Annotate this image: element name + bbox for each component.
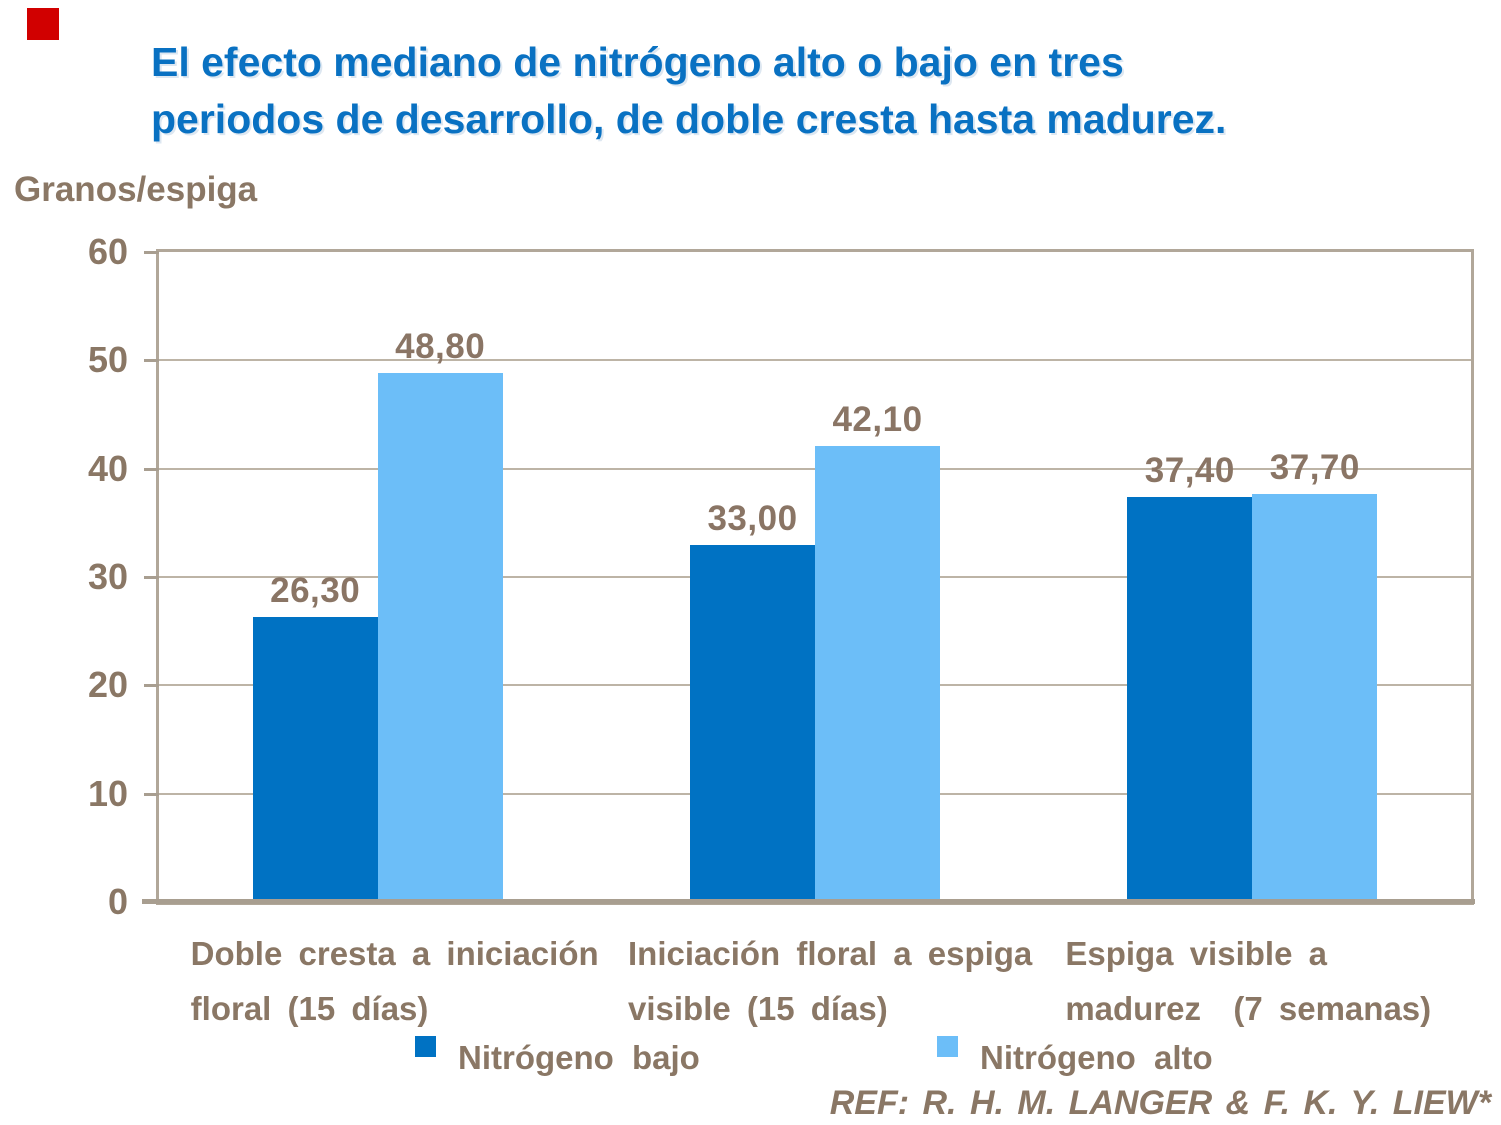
legend: Nitrógeno bajo Nitrógeno alto [0,1036,1501,1084]
legend-swatch-nitrogeno-bajo [415,1036,436,1057]
bar-nitrógeno-alto [1252,493,1378,902]
bar-nitrógeno-bajo [690,544,815,902]
legend-label: Nitrógeno alto [980,1039,1213,1076]
y-tick-mark [144,792,159,796]
y-tick-label: 30 [87,556,128,597]
category-label: Doble cresta a iniciación floral (15 día… [190,935,599,1027]
y-tick-label: 50 [87,339,128,381]
bar-value-label: 37,70 [1269,447,1360,487]
bar-value-label: 26,30 [270,571,361,611]
bar-nitrógeno-alto [815,445,940,902]
legend-item-nitrogeno-bajo: Nitrógeno bajo [415,1036,700,1080]
y-tick-label: 20 [87,664,128,706]
y-tick-mark [144,251,159,254]
chart-title: El efecto mediano de nitrógeno alto o ba… [151,34,1226,148]
y-axis-title: Granos/espiga [14,170,258,209]
y-tick-label: 0 [107,881,128,922]
bar-nitrógeno-alto [377,373,503,902]
category-label: Iniciación floral a espiga visible (15 d… [628,935,1033,1027]
y-tick-mark [144,359,159,363]
gridline [159,359,1471,362]
y-tick-label: 40 [87,447,128,489]
y-tick-label: 60 [87,231,128,272]
bar-value-label: 48,80 [395,327,486,367]
y-tick-label: 10 [87,772,128,814]
y-tick-mark [144,467,159,471]
y-tick-mark [144,684,159,688]
chart-title-line2: periodos de desarrollo, de doble cresta … [151,96,1227,142]
x-axis-line [142,899,1475,904]
bar-value-label: 37,40 [1144,450,1235,490]
bar-nitrógeno-bajo [1127,496,1253,902]
bar-nitrógeno-bajo [252,617,378,902]
category-label: Espiga visible a madurez (7 semanas) [1065,935,1432,1027]
legend-label: Nitrógeno bajo [458,1039,700,1076]
bar-value-label: 33,00 [707,498,798,538]
bar-value-label: 42,10 [832,399,923,439]
legend-item-nitrogeno-alto: Nitrógeno alto [937,1036,1213,1080]
chart-title-line1: El efecto mediano de nitrógeno alto o ba… [151,39,1124,85]
red-square-decoration [27,8,59,40]
y-tick-mark [144,576,159,579]
legend-swatch-nitrogeno-alto [937,1036,958,1057]
ref-citation: REF: R. H. M. LANGER & F. K. Y. LIEW* [829,1084,1491,1122]
